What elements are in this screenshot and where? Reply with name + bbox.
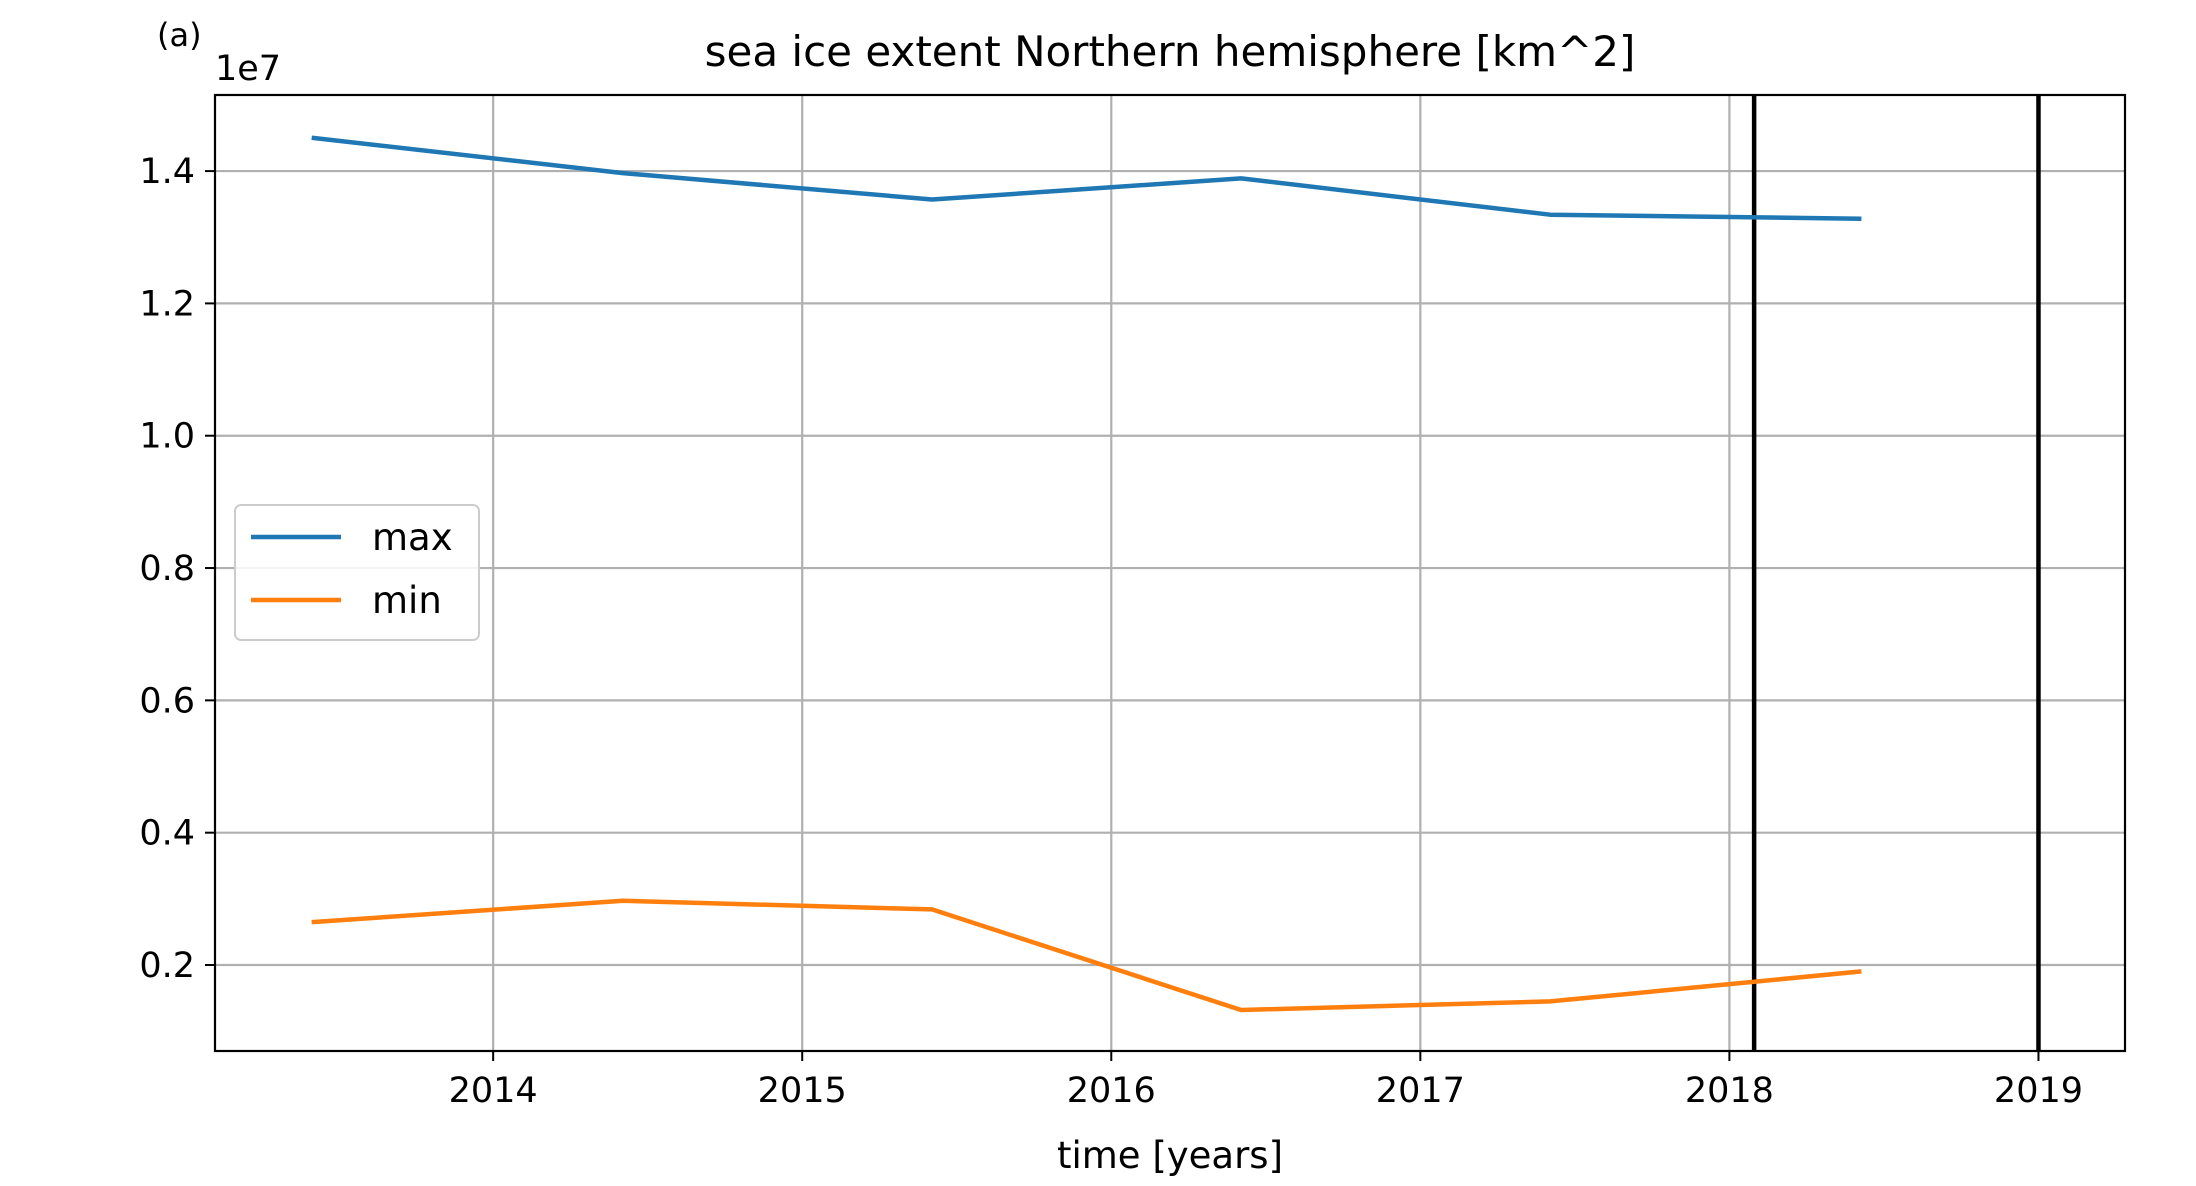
series-line-min	[311, 898, 1862, 1013]
vertical-marker-lines	[1751, 95, 2041, 1051]
legend: max min	[234, 504, 480, 641]
y-offset-label: 1e7	[215, 49, 281, 89]
y-tick-label: 1.2	[139, 284, 195, 324]
x-tick-label: 2015	[758, 1071, 847, 1111]
grid-lines	[215, 95, 2125, 1051]
legend-label-min: min	[372, 579, 442, 622]
panel-label: (a)	[157, 16, 202, 54]
y-tick-label: 1.0	[139, 417, 195, 457]
series-line-max	[311, 135, 1862, 221]
y-tick-label: 0.4	[139, 814, 195, 854]
plot-frame	[213, 93, 2127, 1053]
x-tick-label: 2016	[1067, 1071, 1156, 1111]
y-tick-label: 0.8	[139, 549, 195, 589]
axis-ticks: 2014 2015 2016 2017 2018 2019 0.2 0.4 0.6 0.8 1.0 1…	[139, 152, 2083, 1111]
series-lines	[311, 135, 1862, 1013]
x-tick-label: 2018	[1685, 1071, 1774, 1111]
x-tick-label: 2014	[449, 1071, 538, 1111]
legend-label-max: max	[372, 516, 453, 559]
y-tick-label: 0.2	[139, 946, 195, 986]
chart-title: sea ice extent Northern hemisphere [km^2…	[705, 27, 1636, 76]
x-tick-label: 2017	[1376, 1071, 1465, 1111]
x-axis-label: time [years]	[1057, 1134, 1283, 1177]
y-tick-label: 0.6	[139, 681, 195, 721]
x-tick-label: 2019	[1994, 1071, 2083, 1111]
y-tick-label: 1.4	[139, 152, 195, 192]
